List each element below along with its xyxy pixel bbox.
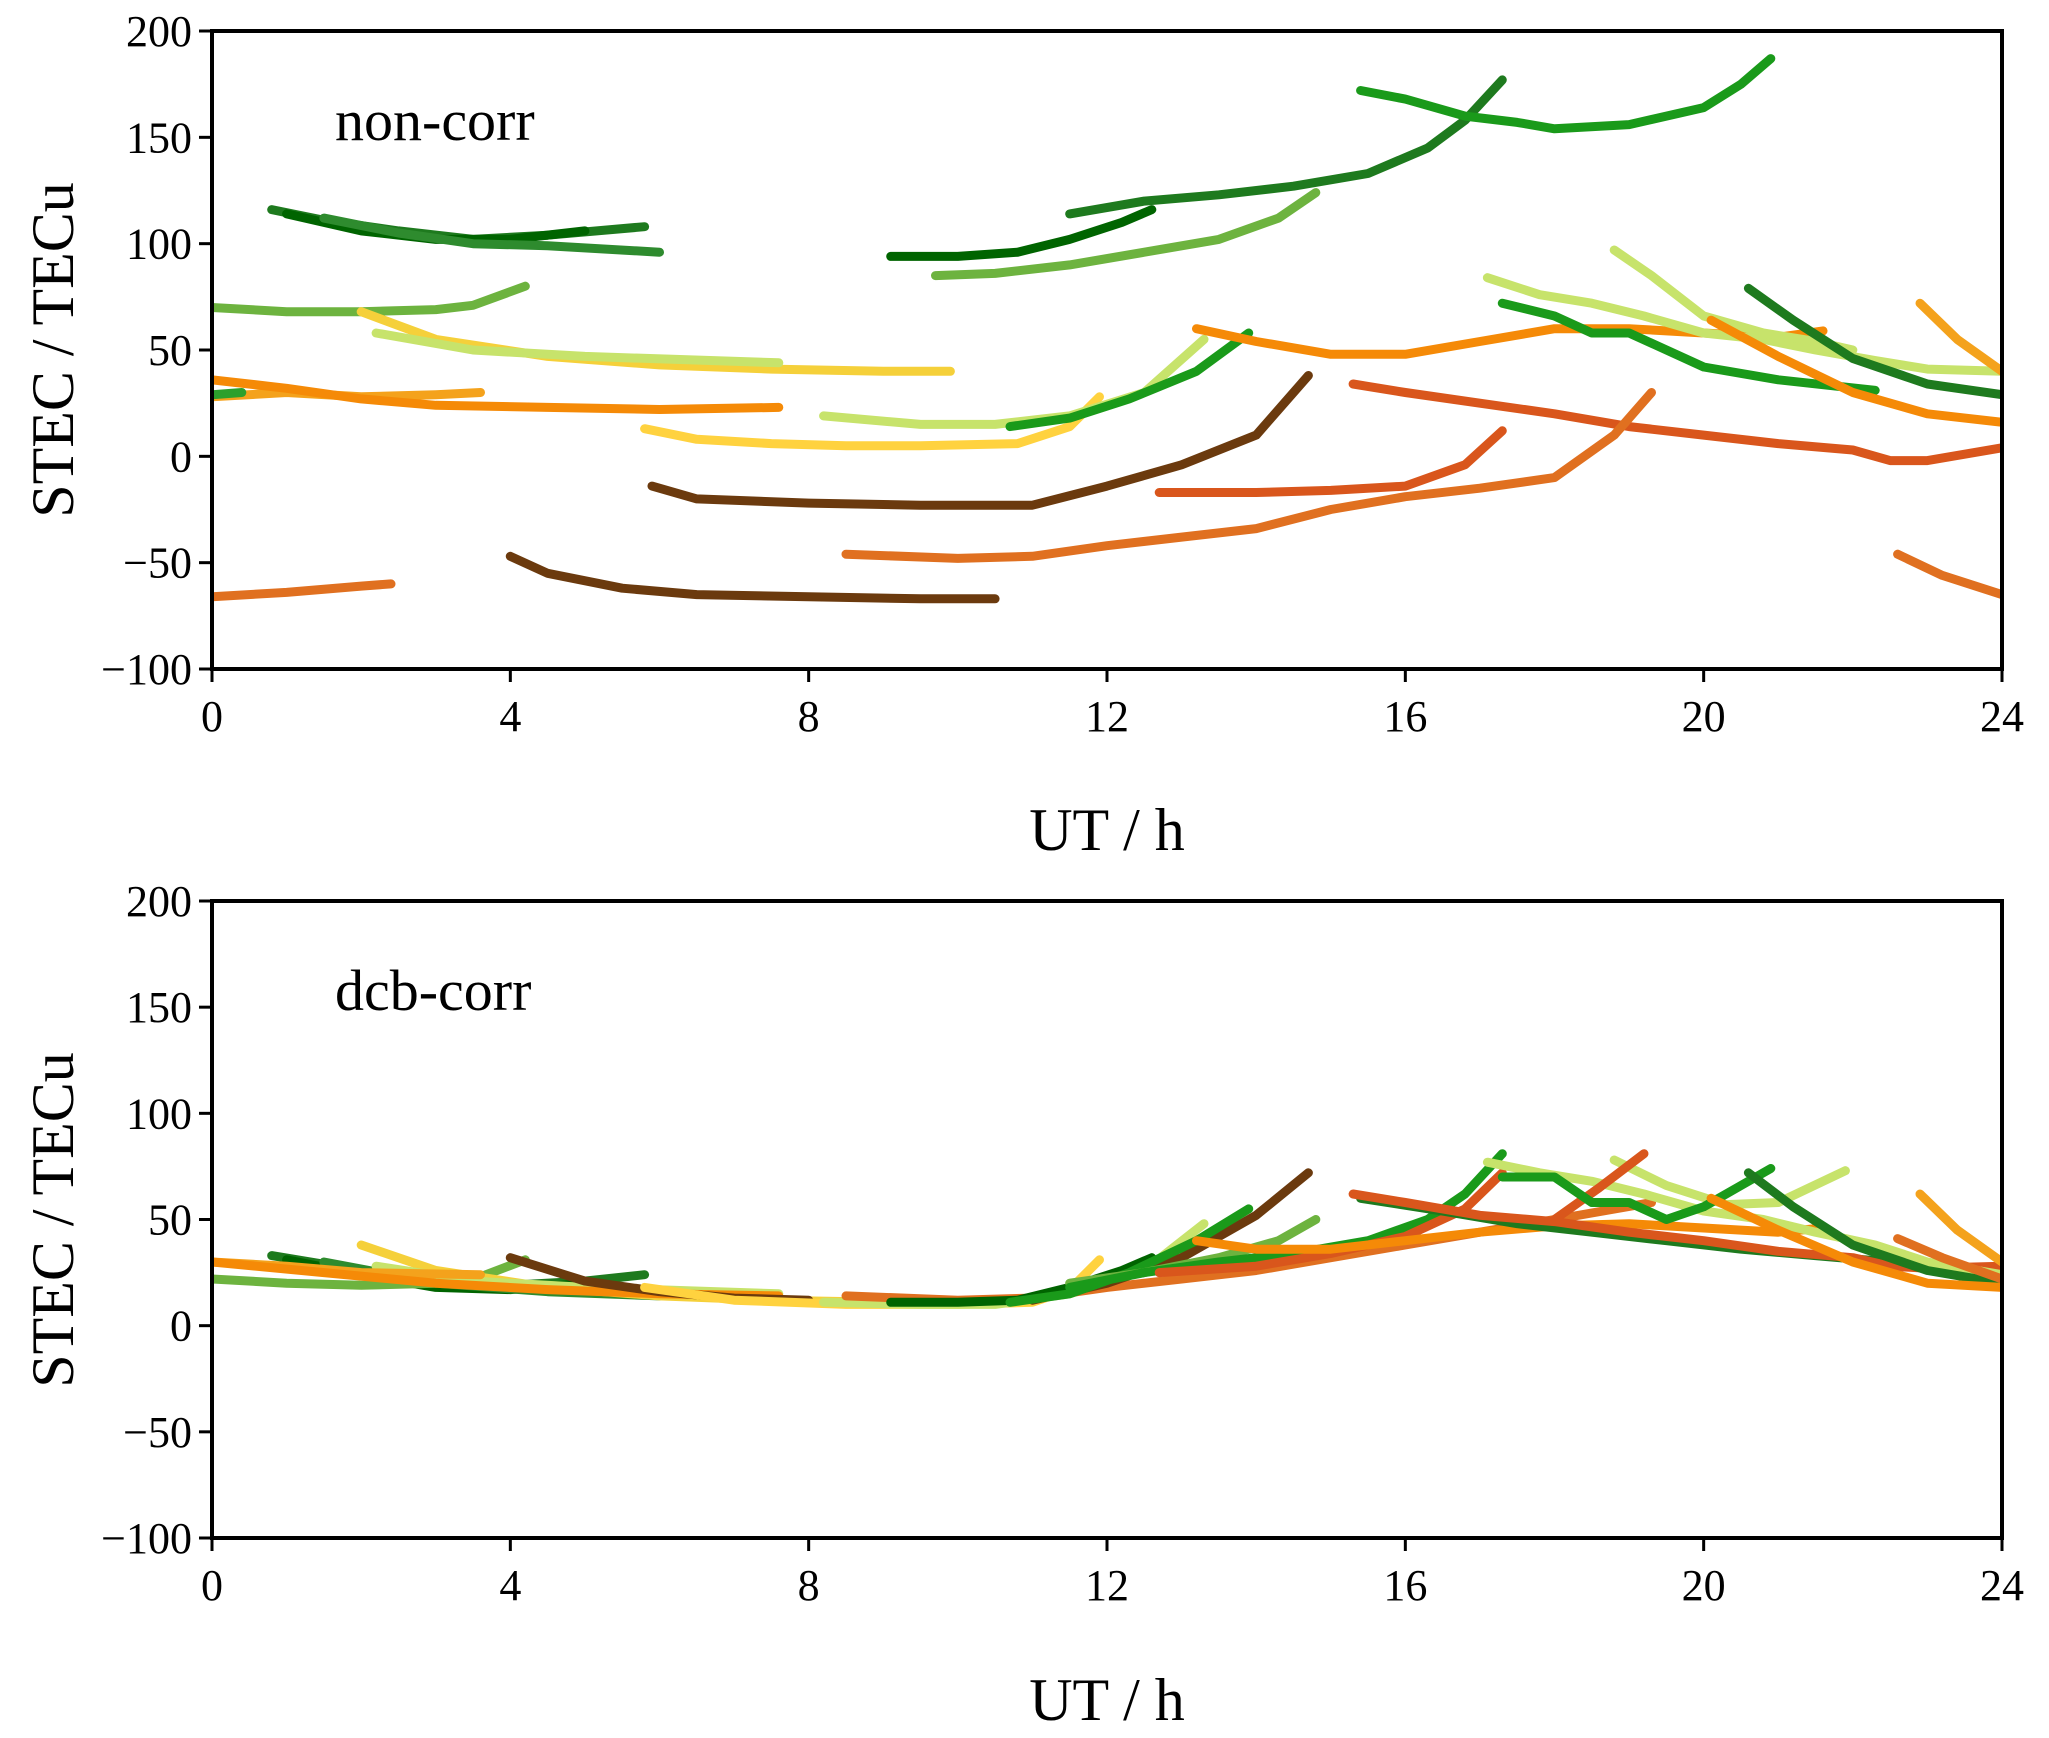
y-tick-label: 200 [126,7,192,56]
x-axis-title: UT / h [1029,1667,1185,1733]
series-line-arc-23 [841,388,1656,563]
series-group [212,54,2002,604]
series-line-arc-19 [1356,54,1776,134]
x-tick-label: 4 [499,1561,521,1610]
x-tick-label: 0 [201,692,223,741]
y-tick-label: 0 [170,1302,192,1351]
x-tick-label: 4 [499,692,521,741]
series-line-arc-18 [1065,75,1507,219]
y-tick-label: −50 [123,539,192,588]
series-line-arc-06 [371,328,784,368]
series-line-arc-17 [931,188,1321,281]
y-tick-label: 50 [148,1196,192,1245]
series-line-arc-21 [1348,379,2002,466]
panel-label: non-corr [335,88,535,153]
series-line-arc-26 [1743,1168,2002,1288]
tick-marks: 0 4 8 12 16 20 24 200 150 100 50 0 −50 −100 [101,877,2024,1610]
series-line-arc-28 [1915,1189,2002,1267]
y-tick-label: 50 [148,326,192,375]
y-tick-label: 100 [126,1089,192,1138]
x-tick-label: 8 [798,692,820,741]
series-line-arc-29 [1915,298,2002,376]
y-tick-label: −50 [123,1408,192,1457]
series-line-arc-13 [647,371,1313,510]
y-tick-label: 150 [126,113,192,162]
x-tick-label: 12 [1085,692,1129,741]
x-tick-label: 0 [201,1561,223,1610]
series-line-arc-12 [640,392,1104,451]
series-line-arc-30 [1893,549,2002,600]
series-line-arc-26 [1497,298,1880,395]
y-axis-title: STEC / TECu [20,182,86,518]
x-tick-label: 20 [1682,692,1726,741]
series-line-arc-04 [212,281,530,317]
x-tick-label: 16 [1383,1561,1427,1610]
panel-label: dcb-corr [335,958,531,1023]
y-tick-label: 200 [126,877,192,926]
series-line-arc-28 [1706,315,2002,427]
y-tick-label: 100 [126,220,192,269]
series-line-arc-19 [1192,1219,1828,1254]
series-line-arc-24 [1550,1149,1649,1224]
series-line-arc-10 [212,579,396,602]
series-line-arc-22 [1482,1157,2002,1280]
series-line-arc-29 [1893,1234,2002,1284]
x-axis-title: UT / h [1029,797,1185,863]
series-line-arc-22 [1154,426,1507,497]
y-tick-label: −100 [101,645,192,694]
series-line-arc-25 [1497,1164,1776,1224]
series-line-arc-27 [1706,1193,2002,1292]
series-group [212,1149,2002,1309]
series-line-arc-03 [319,213,664,257]
y-tick-label: 150 [126,983,192,1032]
x-tick-label: 16 [1383,692,1427,741]
x-tick-label: 24 [1980,1561,2024,1610]
series-line-arc-14 [819,334,1209,429]
x-tick-label: 24 [1980,692,2024,741]
series-line-arc-08 [212,375,784,414]
series-line-arc-27 [1743,283,2002,400]
series-line-arc-11 [505,551,1000,604]
series-line-arc-15 [1005,328,1254,432]
x-tick-label: 8 [798,1561,820,1610]
y-tick-label: 0 [170,432,192,481]
x-tick-label: 20 [1682,1561,1726,1610]
y-axis-title: STEC / TECu [20,1052,86,1388]
x-tick-label: 12 [1085,1561,1129,1610]
series-line-arc-21 [1348,1189,2002,1273]
series-line-arc-09 [212,388,247,400]
series-line-arc-16 [886,205,1157,261]
y-tick-label: −100 [101,1514,192,1563]
tick-marks: 0 4 8 12 16 20 24 200 150 100 50 0 −50 −100 [101,7,2024,741]
